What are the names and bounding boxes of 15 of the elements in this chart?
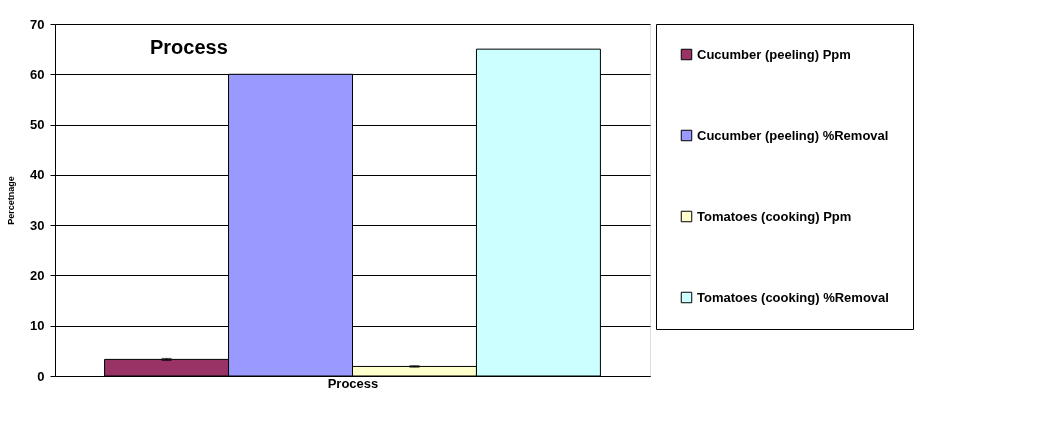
legend-label: Tomatoes (cooking) %Removal — [697, 289, 889, 305]
x-axis-title: Process — [327, 375, 379, 391]
y-tick-label: 10 — [30, 318, 45, 334]
y-tick-label: 40 — [30, 167, 45, 183]
y-tick-label: 30 — [30, 217, 45, 233]
text: Process — [150, 36, 228, 58]
y-tick-label: 60 — [30, 66, 45, 82]
y-tick-label: 70 — [30, 16, 45, 32]
y-tick-label: 20 — [30, 267, 45, 283]
legend-label: Cucumber (peeling) Ppm — [697, 46, 851, 62]
y-tick-label: 0 — [37, 368, 45, 384]
y-tick-label: 50 — [30, 117, 45, 133]
y-axis-title: Percetnage — [6, 176, 17, 225]
legend-label: Tomatoes (cooking) Ppm — [697, 208, 852, 224]
legend-label: Cucumber (peeling) %Removal — [697, 127, 889, 143]
